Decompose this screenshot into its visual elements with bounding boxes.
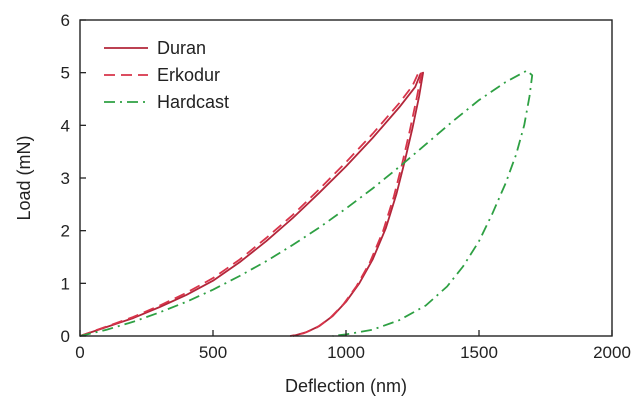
ticks: 0 500 1000 1500 2000 0 1 2 3 4 5 6	[61, 11, 631, 362]
y-tick-label: 6	[61, 11, 70, 30]
y-tick-label: 2	[61, 222, 70, 241]
y-tick-label: 4	[61, 116, 70, 135]
y-axis-label: Load (mN)	[14, 135, 34, 220]
legend-label-hardcast: Hardcast	[157, 92, 229, 112]
x-tick-label: 2000	[593, 343, 631, 362]
series-line-hardcast	[79, 69, 534, 337]
x-axis-label: Deflection (nm)	[285, 376, 407, 396]
y-tick-label: 0	[61, 327, 70, 346]
y-tick-label: 3	[61, 169, 70, 188]
y-tick-label: 5	[61, 64, 70, 83]
legend: Duran Erkodur Hardcast	[104, 38, 229, 112]
series-line-erkodur	[79, 70, 423, 337]
x-tick-label: 500	[199, 343, 227, 362]
x-tick-label: 1500	[460, 343, 498, 362]
y-tick-label: 1	[61, 274, 70, 293]
legend-label-duran: Duran	[157, 38, 206, 58]
series-line-duran	[79, 71, 424, 337]
legend-label-erkodur: Erkodur	[157, 65, 220, 85]
curves	[79, 69, 534, 337]
x-tick-label: 1000	[327, 343, 365, 362]
x-tick-label: 0	[75, 343, 84, 362]
